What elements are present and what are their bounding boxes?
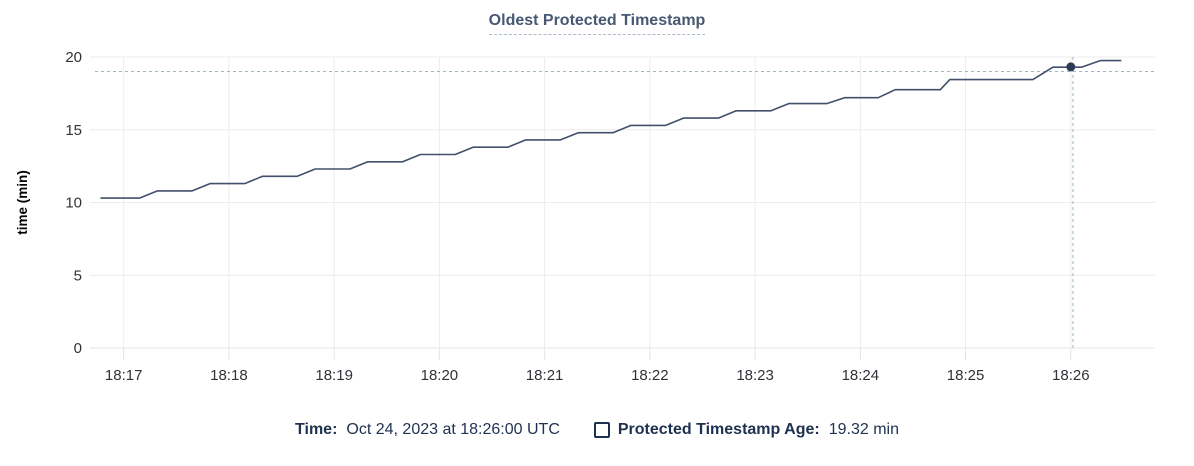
legend-series-item: Protected Timestamp Age: 19.32 min — [593, 421, 899, 439]
x-tick-label: 18:24 — [842, 367, 880, 384]
legend-series-value: 19.32 min — [828, 421, 899, 438]
x-tick-label: 18:20 — [421, 367, 459, 384]
x-tick-label: 18:23 — [736, 367, 774, 384]
x-tick-label: 18:22 — [631, 367, 669, 384]
x-tick-label: 18:21 — [526, 367, 564, 384]
series-line — [100, 59, 1122, 199]
legend-time-label: Time: — [295, 421, 338, 438]
legend-time-item: Time: Oct 24, 2023 at 18:26:00 UTC — [295, 421, 560, 439]
y-tick-label: 10 — [65, 195, 82, 212]
y-tick-label: 0 — [74, 340, 82, 357]
y-tick-label: 5 — [74, 267, 82, 284]
chart-header: Oldest Protected Timestamp — [0, 12, 1194, 35]
y-tick-label: 20 — [65, 49, 82, 66]
legend-time-value: Oct 24, 2023 at 18:26:00 UTC — [346, 421, 560, 438]
x-tick-label: 18:25 — [947, 367, 985, 384]
x-tick-label: 18:26 — [1052, 367, 1090, 384]
line-chart-plot-area[interactable]: 0 5 10 15 20 18:17 18:18 18:19 18:20 18:21 18:22 18… — [0, 0, 1194, 400]
legend-series-label: Protected Timestamp Age: — [617, 421, 820, 438]
hover-data-point — [1066, 62, 1076, 72]
y-tick-label: 15 — [65, 122, 82, 139]
x-tick-label: 18:17 — [105, 367, 143, 384]
y-axis-title: time (min) — [15, 170, 30, 235]
x-tick-label: 18:19 — [315, 367, 353, 384]
chart-title[interactable]: Oldest Protected Timestamp — [488, 12, 706, 35]
chart-tooltip-legend: Time: Oct 24, 2023 at 18:26:00 UTC Prote… — [0, 416, 1194, 444]
legend-series-swatch[interactable] — [593, 422, 610, 438]
x-tick-label: 18:18 — [210, 367, 248, 384]
